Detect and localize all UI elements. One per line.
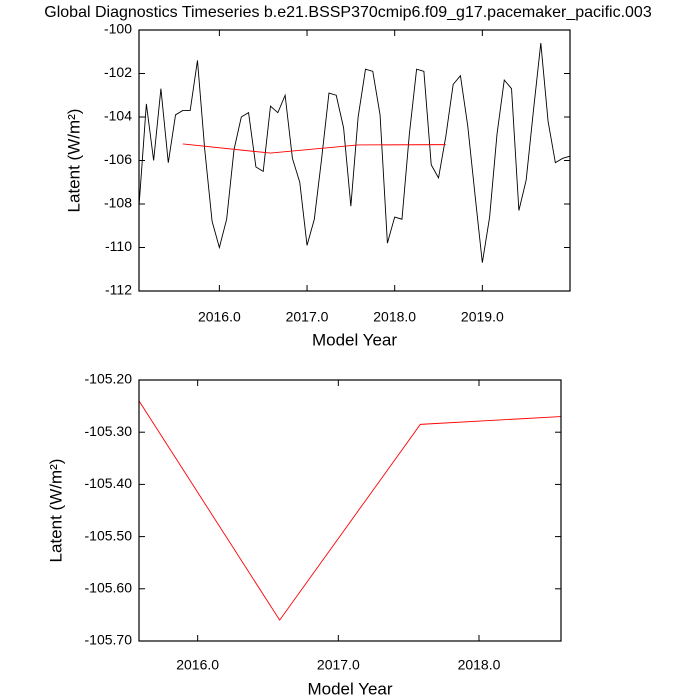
y-tick-label: -105.40 xyxy=(85,475,133,491)
plot-frame xyxy=(138,29,571,292)
y-tick-label: -105.50 xyxy=(85,527,133,543)
y-tick-label: -104 xyxy=(104,108,132,124)
x-tick-label: 2016.0 xyxy=(198,309,241,325)
plot-frame xyxy=(138,379,562,642)
y-tick-label: -100 xyxy=(104,21,132,37)
y-tick-label: -108 xyxy=(104,195,132,211)
y-tick-label: -105.70 xyxy=(85,632,133,648)
y-axis-label: Latent (W/m²) xyxy=(46,459,65,563)
y-tick-label: -112 xyxy=(105,282,132,298)
y-axis-label: Latent (W/m²) xyxy=(64,109,83,213)
series-line xyxy=(138,400,562,621)
series-line xyxy=(182,143,446,154)
x-tick-label: 2018.0 xyxy=(373,309,416,325)
x-tick-label: 2019.0 xyxy=(461,309,504,325)
chart-title: Global Diagnostics Timeseries b.e21.BSSP… xyxy=(44,4,652,21)
y-tick-label: -102 xyxy=(104,64,132,80)
y-tick-label: -105.60 xyxy=(85,580,133,596)
series-line xyxy=(138,43,571,263)
x-tick-label: 2017.0 xyxy=(286,309,329,325)
y-tick-label: -105.20 xyxy=(85,371,133,387)
x-tick-label: 2017.0 xyxy=(317,657,360,673)
y-tick-label: -105.30 xyxy=(85,423,133,439)
x-axis-label: Model Year xyxy=(312,330,397,349)
y-tick-label: -110 xyxy=(105,238,132,254)
x-tick-label: 2016.0 xyxy=(176,657,219,673)
y-tick-label: -106 xyxy=(104,151,132,167)
x-tick-label: 2018.0 xyxy=(458,657,501,673)
x-axis-label: Model Year xyxy=(307,679,392,698)
